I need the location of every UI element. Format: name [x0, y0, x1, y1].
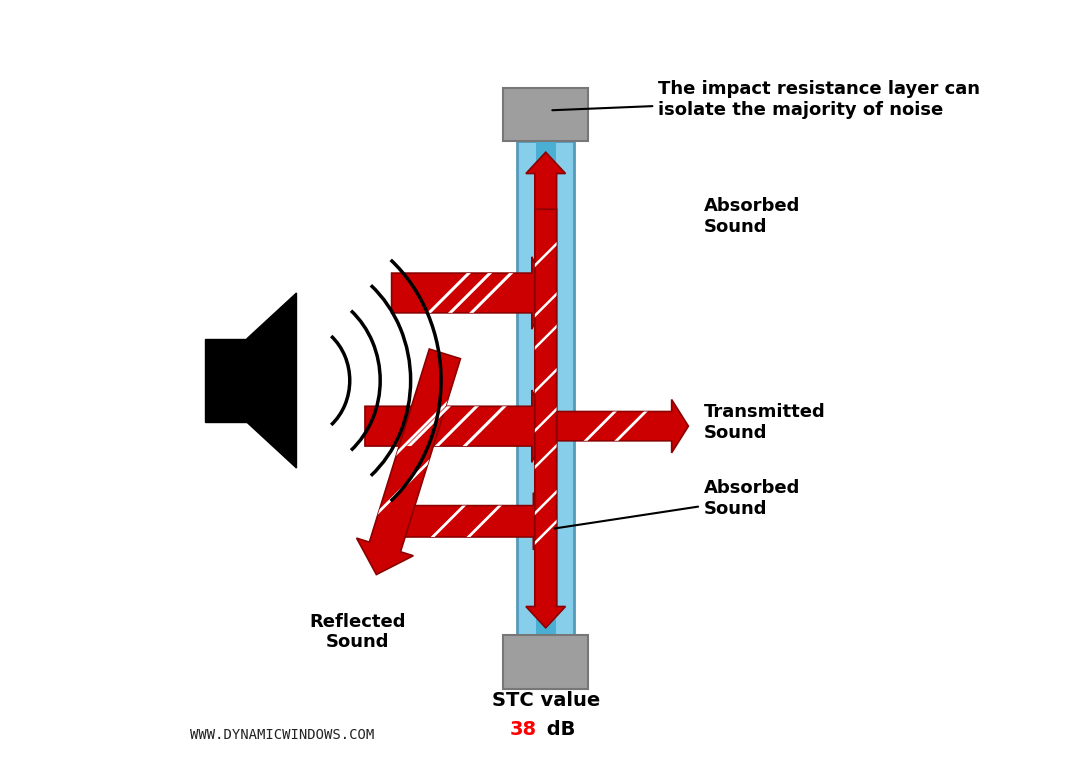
Polygon shape: [543, 400, 688, 453]
Polygon shape: [526, 152, 566, 605]
Bar: [205, 339, 247, 422]
Polygon shape: [392, 257, 549, 329]
Text: Absorbed
Sound: Absorbed Sound: [554, 479, 800, 528]
Polygon shape: [356, 349, 460, 575]
Polygon shape: [247, 293, 297, 468]
Text: Transmitted
Sound: Transmitted Sound: [703, 403, 825, 441]
Polygon shape: [526, 209, 566, 628]
Polygon shape: [365, 390, 549, 462]
Bar: [536, 141, 556, 635]
Text: Absorbed
Sound: Absorbed Sound: [703, 198, 800, 236]
Text: Reflected
Sound: Reflected Sound: [309, 613, 406, 651]
Bar: [517, 141, 575, 635]
Bar: [503, 88, 588, 141]
Bar: [503, 635, 588, 689]
Text: 38: 38: [510, 720, 537, 739]
Text: The impact resistance layer can
isolate the majority of noise: The impact resistance layer can isolate …: [552, 80, 980, 119]
Text: STC value: STC value: [491, 691, 599, 710]
Text: dB: dB: [540, 720, 575, 739]
Text: WWW.DYNAMICWINDOWS.COM: WWW.DYNAMICWINDOWS.COM: [190, 728, 374, 742]
Polygon shape: [384, 493, 549, 549]
